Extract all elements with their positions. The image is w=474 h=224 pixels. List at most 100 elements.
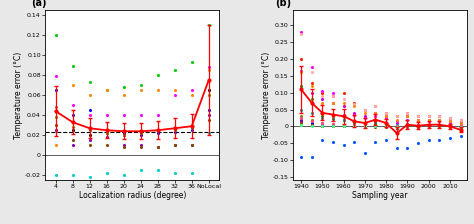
Point — [372, 140, 379, 143]
Point — [350, 121, 358, 125]
Point — [52, 33, 59, 37]
Point — [446, 136, 454, 140]
Point — [350, 124, 358, 127]
Point — [297, 120, 305, 123]
Point — [329, 91, 337, 95]
Point — [120, 145, 128, 149]
Point — [319, 123, 326, 127]
Point — [171, 68, 179, 72]
Point — [414, 114, 422, 118]
Point — [103, 144, 110, 147]
Point — [340, 123, 347, 127]
Point — [425, 114, 432, 118]
Point — [361, 121, 369, 125]
Point — [383, 125, 390, 128]
Point — [329, 113, 337, 116]
Point — [436, 126, 443, 129]
Point — [171, 144, 179, 147]
Point — [329, 116, 337, 120]
Point — [205, 118, 212, 122]
Point — [383, 126, 390, 129]
Point — [436, 124, 443, 127]
Point — [329, 122, 337, 125]
Point — [350, 103, 358, 106]
Point — [340, 91, 347, 95]
Point — [340, 101, 347, 105]
Point — [414, 125, 422, 128]
Point — [383, 125, 390, 128]
Point — [120, 174, 128, 177]
Point — [205, 93, 212, 97]
Point — [137, 88, 145, 92]
Point — [350, 120, 358, 123]
Point — [103, 128, 110, 132]
Point — [457, 124, 465, 128]
Point — [340, 125, 347, 128]
Point — [425, 118, 432, 121]
Point — [361, 121, 369, 125]
Point — [372, 111, 379, 115]
Y-axis label: Temperature error (°C): Temperature error (°C) — [262, 52, 271, 139]
Point — [436, 123, 443, 127]
Point — [383, 123, 390, 127]
Point — [457, 118, 465, 121]
Point — [446, 125, 454, 128]
Point — [308, 155, 316, 159]
X-axis label: Localization radius (degree): Localization radius (degree) — [79, 191, 186, 200]
Point — [361, 111, 369, 115]
Point — [436, 114, 443, 118]
Point — [436, 118, 443, 121]
Point — [403, 111, 411, 115]
Point — [372, 125, 379, 128]
Point — [436, 125, 443, 128]
Point — [86, 108, 93, 112]
Point — [340, 125, 347, 128]
Point — [319, 114, 326, 118]
Point — [436, 118, 443, 121]
Point — [297, 123, 305, 127]
Point — [188, 144, 195, 147]
Point — [414, 125, 422, 128]
Point — [86, 144, 93, 147]
Point — [446, 125, 454, 129]
Point — [340, 118, 347, 121]
Point — [436, 114, 443, 118]
Point — [425, 120, 432, 123]
Point — [308, 66, 316, 69]
Point — [383, 138, 390, 142]
Point — [403, 125, 411, 128]
Point — [425, 123, 432, 127]
Point — [383, 124, 390, 128]
Point — [425, 124, 432, 127]
Point — [297, 155, 305, 159]
Point — [436, 123, 443, 127]
Point — [52, 115, 59, 119]
Point — [425, 125, 432, 129]
Point — [393, 146, 401, 150]
Point — [52, 144, 59, 147]
Point — [297, 32, 305, 35]
Point — [319, 121, 326, 125]
Point — [403, 125, 411, 128]
Point — [393, 125, 401, 129]
Point — [319, 98, 326, 101]
Point — [137, 83, 145, 87]
Point — [308, 125, 316, 128]
Point — [414, 125, 422, 129]
Point — [403, 125, 411, 128]
Point — [120, 144, 128, 147]
Point — [103, 136, 110, 139]
Point — [457, 125, 465, 128]
Point — [297, 69, 305, 73]
Point — [350, 113, 358, 116]
Point — [403, 123, 411, 127]
Point — [414, 118, 422, 121]
Point — [188, 125, 195, 129]
Point — [69, 125, 76, 129]
Point — [205, 68, 212, 72]
Point — [319, 94, 326, 98]
Point — [361, 108, 369, 111]
Point — [361, 124, 369, 127]
Point — [361, 108, 369, 111]
Point — [393, 125, 401, 128]
